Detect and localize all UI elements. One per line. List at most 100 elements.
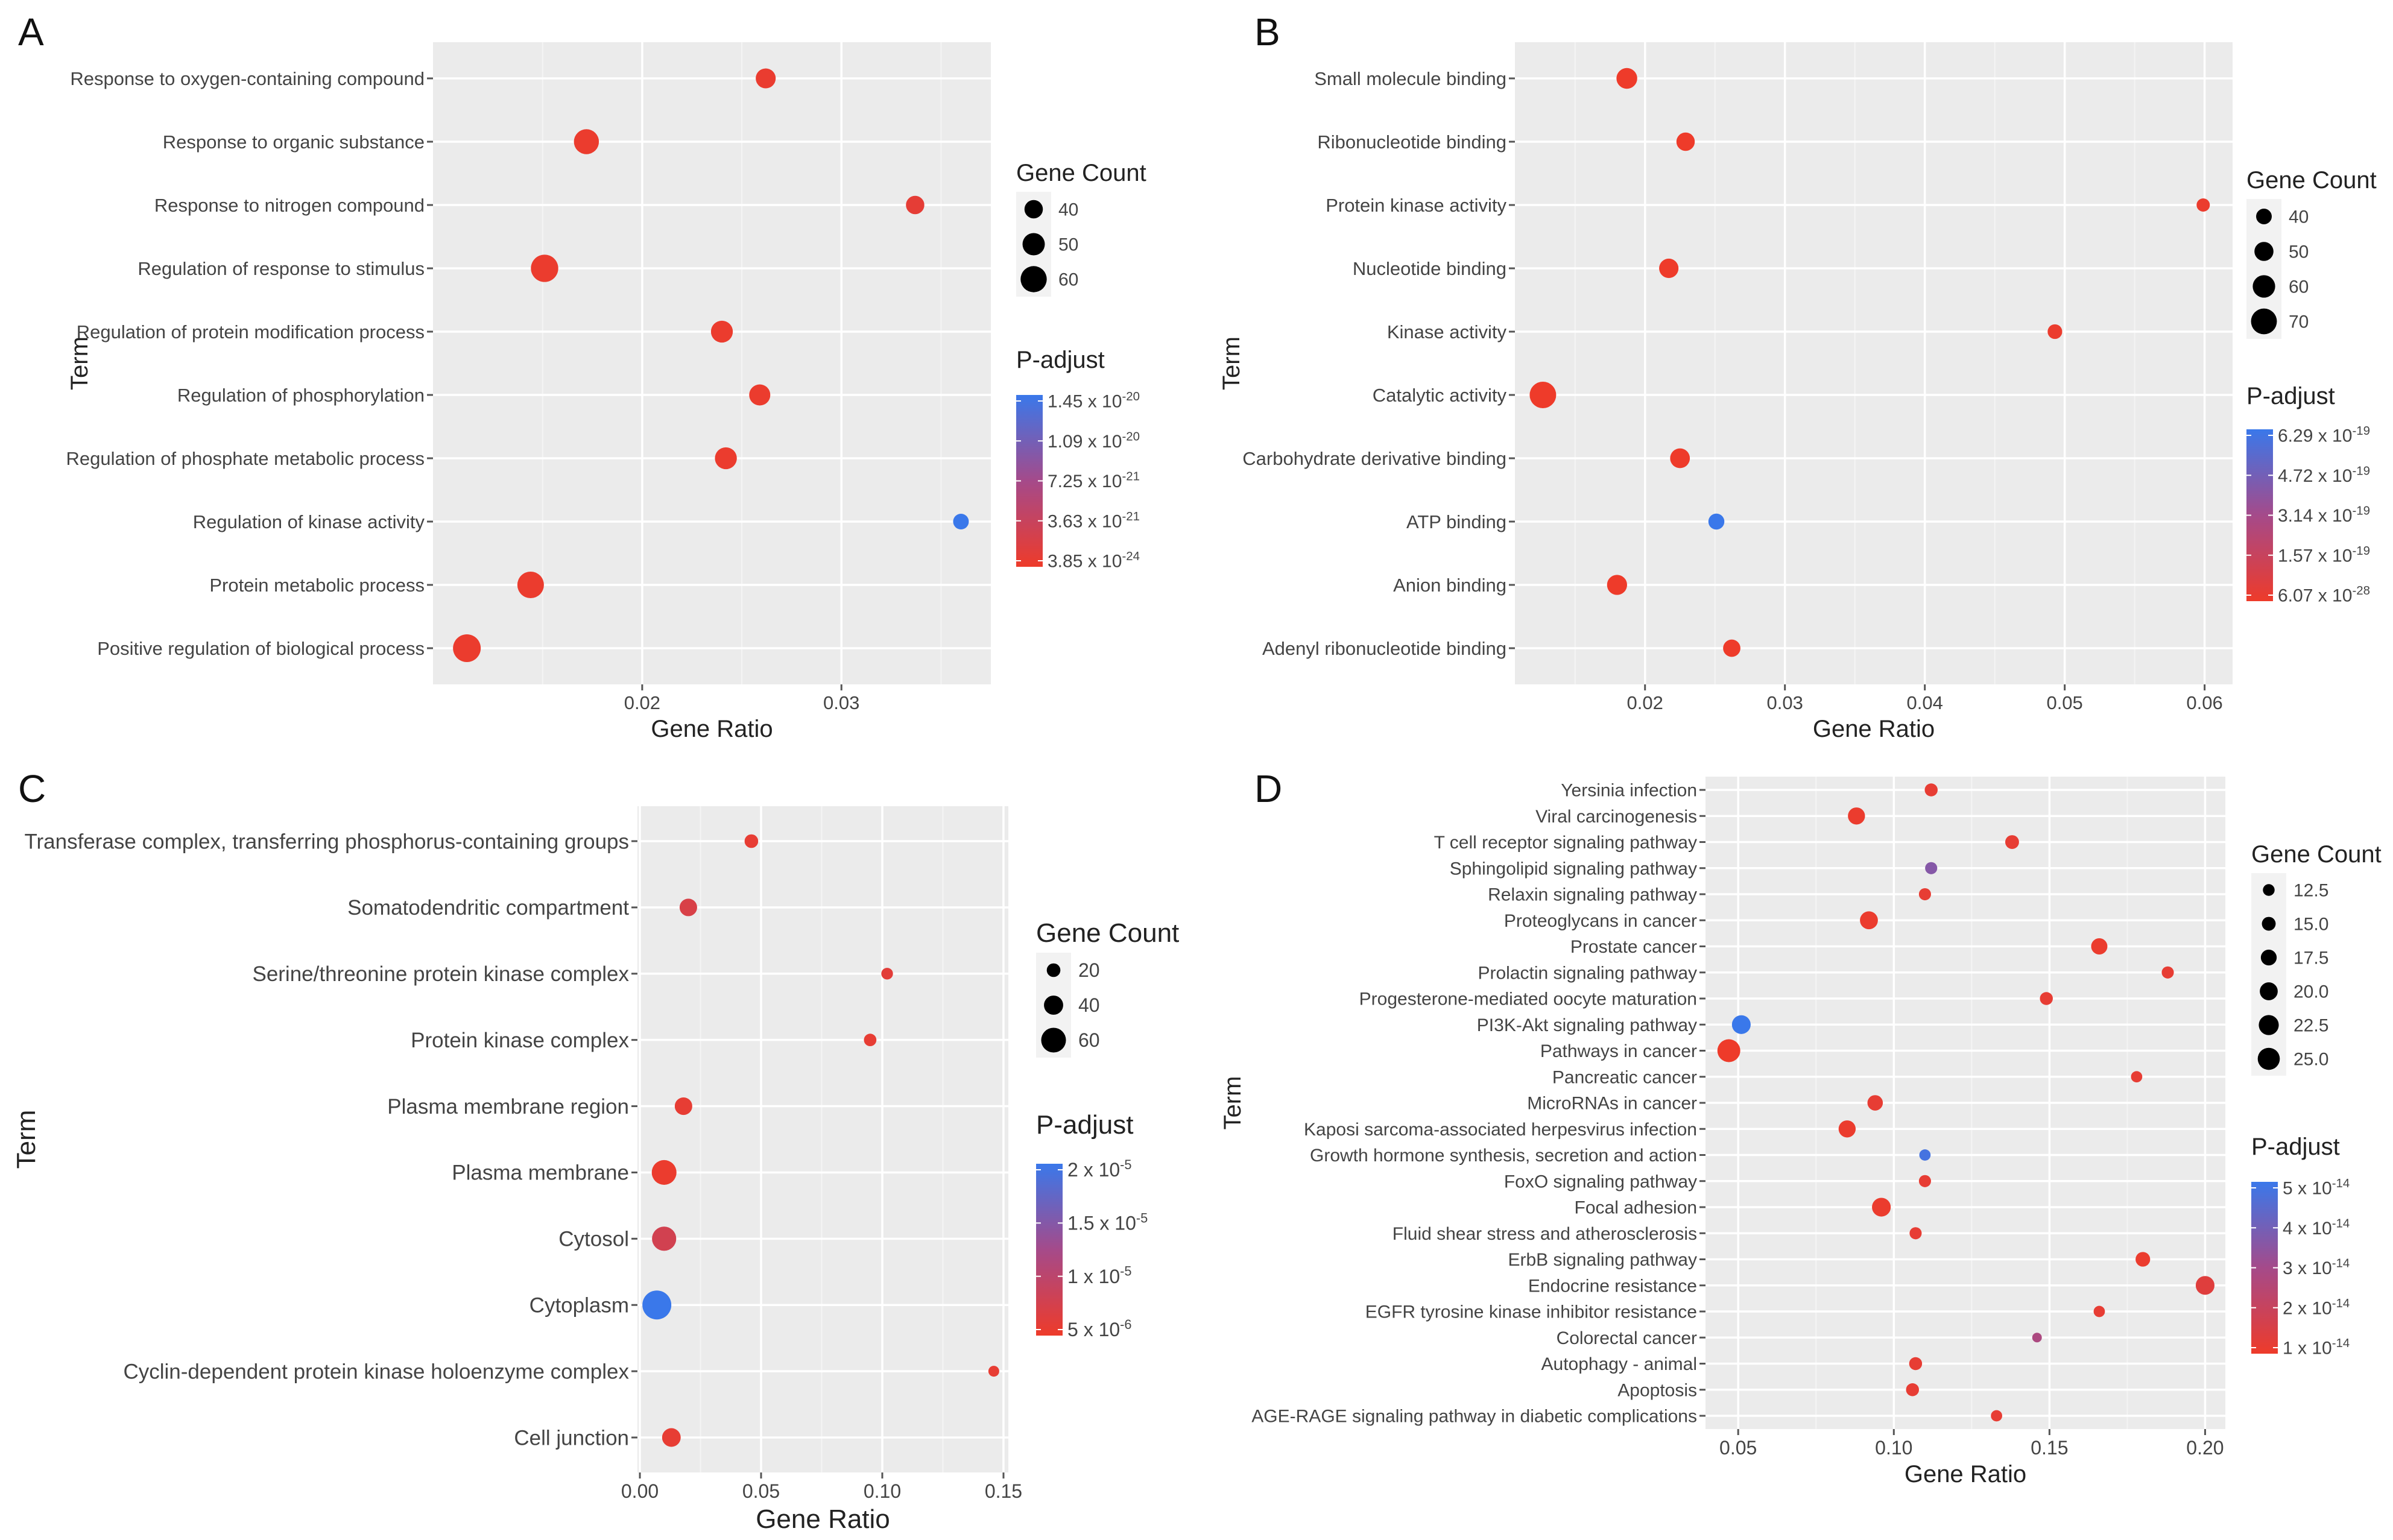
point-anion-binding (1607, 575, 1627, 595)
y-axis-title: Term (1218, 336, 1245, 390)
color-legend-label: 6.07 x 10-28 (2278, 584, 2370, 605)
point-cyclin-dependent-protein-kinase-holoenzyme-complex (988, 1366, 999, 1377)
x-tick-label: 0.00 (621, 1480, 659, 1502)
size-legend-label: 25.0 (2293, 1050, 2328, 1070)
term-label-autophagy-animal: Autophagy - animal (1541, 1354, 1698, 1374)
x-axis-title: Gene Ratio (756, 1504, 890, 1534)
term-label-protein-kinase-activity: Protein kinase activity (1326, 195, 1506, 216)
point-endocrine-resistance (2195, 1276, 2215, 1295)
point-carbohydrate-derivative-binding (1670, 448, 1690, 469)
point-kaposi-sarcoma-associated-herpesvirus-infection (1838, 1120, 1856, 1138)
term-label-sphingolipid-signaling-pathway: Sphingolipid signaling pathway (1450, 859, 1697, 879)
term-label-foxo-signaling-pathway: FoxO signaling pathway (1504, 1172, 1697, 1191)
term-label-regulation-of-phosphorylation: Regulation of phosphorylation (177, 385, 425, 406)
size-legend-label: 40 (1078, 994, 1100, 1016)
term-label-adenyl-ribonucleotide-binding: Adenyl ribonucleotide binding (1262, 638, 1506, 659)
term-label-regulation-of-phosphate-metabolic-process: Regulation of phosphate metabolic proces… (66, 448, 425, 469)
point-somatodendritic-compartment (679, 898, 697, 917)
point-viral-carcinogenesis (1848, 807, 1865, 825)
x-tick-label: 0.02 (624, 692, 660, 713)
term-label-kaposi-sarcoma-associated-herpesvirus-infection: Kaposi sarcoma-associated herpesvirus in… (1304, 1120, 1697, 1140)
point-plasma-membrane (651, 1160, 677, 1185)
x-tick-label: 0.15 (985, 1480, 1022, 1502)
term-label-pi3k-akt-signaling-pathway: PI3K-Akt signaling pathway (1477, 1015, 1697, 1035)
term-label-protein-kinase-complex: Protein kinase complex (411, 1029, 629, 1052)
color-legend-label: 4 x 10-14 (2283, 1217, 2350, 1238)
color-legend-title: P-adjust (2251, 1134, 2340, 1160)
size-legend-key (2260, 982, 2278, 1000)
point-response-to-organic-substance (574, 129, 599, 154)
term-label-serine-threonine-protein-kinase-complex: Serine/threonine protein kinase complex (252, 962, 629, 986)
size-legend-label: 60 (2289, 277, 2309, 297)
size-legend-label: 60 (1078, 1029, 1100, 1051)
x-tick-label: 0.05 (1719, 1437, 1757, 1459)
term-label-prolactin-signaling-pathway: Prolactin signaling pathway (1478, 963, 1697, 983)
point-foxo-signaling-pathway (1918, 1175, 1931, 1187)
point-colorectal-cancer (2032, 1333, 2042, 1343)
x-tick-label: 0.03 (1767, 692, 1803, 713)
size-legend-key (1020, 266, 1047, 292)
size-legend-label: 60 (1058, 270, 1078, 290)
term-label-proteoglycans-in-cancer: Proteoglycans in cancer (1504, 911, 1697, 931)
size-legend-title: Gene Count (1036, 918, 1179, 948)
term-label-age-rage-signaling-pathway-in-diabetic-complications: AGE-RAGE signaling pathway in diabetic c… (1251, 1407, 1697, 1427)
point-proteoglycans-in-cancer (1860, 911, 1878, 930)
x-axis-title: Gene Ratio (651, 716, 773, 742)
size-legend-label: 50 (1058, 235, 1078, 255)
point-protein-kinase-activity (2196, 198, 2210, 212)
size-legend-label: 70 (2289, 312, 2309, 332)
plot-background (433, 42, 991, 684)
point-atp-binding (1708, 513, 1725, 530)
plot-background (637, 806, 1008, 1472)
color-legend-label: 5 x 10-14 (2283, 1177, 2350, 1198)
point-pi3k-akt-signaling-pathway (1731, 1015, 1751, 1034)
color-legend-label: 1.5 x 10-5 (1067, 1210, 1148, 1234)
color-legend-label: 6.29 x 10-19 (2278, 424, 2370, 446)
size-legend-label: 20.0 (2293, 982, 2328, 1002)
color-legend-label: 1 x 10-14 (2283, 1337, 2350, 1358)
size-legend-label: 50 (2289, 242, 2309, 262)
term-label-cytoplasm: Cytoplasm (529, 1293, 629, 1317)
x-tick-label: 0.05 (742, 1480, 780, 1502)
size-legend-title: Gene Count (2246, 167, 2377, 194)
color-legend-title: P-adjust (2246, 383, 2335, 409)
point-positive-regulation-of-biological-process (453, 634, 481, 662)
term-label-colorectal-cancer: Colorectal cancer (1557, 1328, 1697, 1348)
panel-letter: D (1254, 767, 1282, 810)
point-plasma-membrane-region (674, 1097, 692, 1116)
term-label-small-molecule-binding: Small molecule binding (1314, 68, 1506, 89)
term-label-progesterone-mediated-oocyte-maturation: Progesterone-mediated oocyte maturation (1359, 989, 1697, 1009)
color-legend-label: 2 x 10-5 (1067, 1157, 1132, 1181)
point-apoptosis (1906, 1383, 1920, 1396)
panel-c: C 0.00 0.05 0.10 0.15 Transferase complex, tr… (11, 767, 1179, 1534)
panel-a: A 0.02 0.03 Response to oxygen-containing c… (18, 10, 1146, 742)
term-label-fluid-shear-stress-and-atherosclerosis: Fluid shear stress and atherosclerosis (1392, 1224, 1697, 1244)
size-legend-key (2260, 949, 2277, 966)
size-legend-label: 22.5 (2293, 1016, 2328, 1036)
term-label-egfr-tyrosine-kinase-inhibitor-resistance: EGFR tyrosine kinase inhibitor resistanc… (1365, 1302, 1697, 1322)
term-label-plasma-membrane-region: Plasma membrane region (387, 1095, 629, 1119)
term-label-nucleotide-binding: Nucleotide binding (1353, 258, 1506, 279)
point-age-rage-signaling-pathway-in-diabetic-complications (1991, 1410, 2002, 1422)
panel-b: B 0.02 0.03 0.04 0.05 0.06 Small molecule bind… (1218, 10, 2377, 742)
x-tick-label: 0.03 (823, 692, 859, 713)
size-legend-title: Gene Count (1016, 160, 1146, 186)
size-legend-key (1046, 963, 1061, 977)
term-label-apoptosis: Apoptosis (1617, 1380, 1697, 1400)
size-legend-label: 40 (1058, 200, 1078, 220)
point-nucleotide-binding (1659, 258, 1679, 279)
term-label-regulation-of-kinase-activity: Regulation of kinase activity (193, 511, 425, 532)
term-label-response-to-organic-substance: Response to organic substance (163, 131, 425, 153)
point-pathways-in-cancer (1717, 1039, 1740, 1062)
size-legend-key (2251, 308, 2277, 335)
point-fluid-shear-stress-and-atherosclerosis (1909, 1227, 1922, 1240)
term-label-prostate-cancer: Prostate cancer (1570, 937, 1697, 957)
point-serine-threonine-protein-kinase-complex (881, 968, 893, 980)
point-focal-adhesion (1872, 1198, 1891, 1217)
term-label-plasma-membrane: Plasma membrane (452, 1161, 629, 1185)
term-label-growth-hormone-synthesis-secretion-and-action: Growth hormone synthesis, secretion and … (1310, 1146, 1697, 1166)
point-regulation-of-response-to-stimulus (531, 254, 558, 282)
term-label-cell-junction: Cell junction (514, 1426, 629, 1450)
size-legend-key (2262, 917, 2276, 931)
term-label-regulation-of-protein-modification-process: Regulation of protein modification proce… (77, 321, 425, 342)
